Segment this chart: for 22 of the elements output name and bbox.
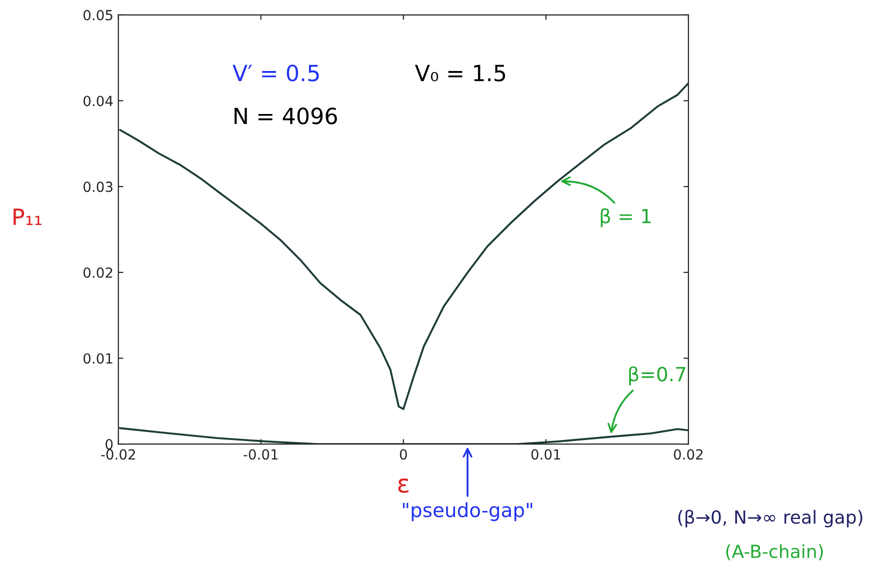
y-tick-label: 0.05 [84,10,112,20]
y-tick-label: 0.03 [84,182,112,192]
line-series [119,82,688,410]
x-tick-label: -0.02 [101,449,135,460]
y-tick-label: 0.01 [84,353,112,364]
text: β=0.7 [629,366,686,386]
y-tick-label: 0 [106,439,113,450]
text: (A-B-chain) [726,544,823,560]
y-tick-label: 0.04 [84,96,113,106]
annotation: V₀ = 1.5 [414,64,506,82]
text: (β→0, N→∞ real gap) [678,510,862,528]
text: β = 1 [600,208,651,228]
x-tick-label: 0.02 [674,449,703,460]
x-axis-title: ε [398,478,408,493]
y-tick-label: 0.02 [84,267,112,278]
annotation: N = 4096 [234,108,337,124]
y-axis-title: P₁₁ [14,208,42,225]
x-tick-label: 0.01 [531,449,560,460]
x-tick-label: 0 [400,449,407,460]
annotation: "pseudo-gap" [402,502,532,522]
x-tick-label: -0.01 [244,449,278,460]
annotation: V′ = 0.5 [232,64,319,82]
